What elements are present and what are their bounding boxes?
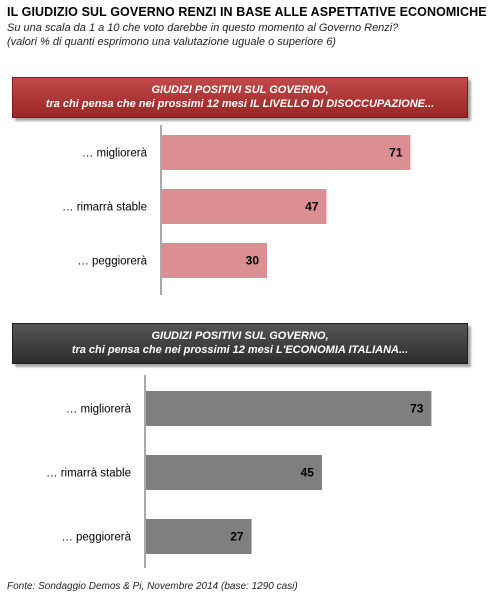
chart2-value-label-2: 27 [230,530,244,544]
question-text: Su una scala da 1 a 10 che voto darebbe … [7,22,399,34]
chart1-plot: … migliorerà 71 … rimarrà stable 47 … peggio… [62,125,411,295]
chart1-title-line2: tra chi pensa che nei prossimi 12 mesi I… [45,98,435,110]
chart2-value-label-0: 73 [410,402,424,416]
chart1-bar-1 [162,189,327,224]
chart2-category-label-1: … rimarrà stable [46,468,131,480]
question-note: (valori % di quanti esprimono una valuta… [7,36,336,48]
chart1-category-label-1: … rimarrà stable [62,202,147,214]
chart1-category-label-0: … migliorerà [82,148,148,160]
source-note: Fonte: Sondaggio Demos & Pi, Novembre 20… [7,581,298,592]
chart1-bar-2 [162,243,267,278]
chart2-plot: … migliorerà 73 … rimarrà stable 45 … peggio… [46,375,432,568]
chart2-category-label-0: … migliorerà [66,404,132,416]
chart1-title-line1: GIUDIZI POSITIVI SUL GOVERNO, [151,84,329,96]
chart2-category-label-2: … peggiorerà [61,532,131,544]
chart2-bar-1 [146,455,322,490]
chart2-value-label-1: 45 [301,466,315,480]
chart1-value-label-0: 71 [389,146,403,160]
chart2-banner: GIUDIZI POSITIVI SUL GOVERNO, tra chi pe… [12,323,468,364]
chart2-bar-2 [146,519,252,554]
chart2-title-line2: tra chi pensa che nei prossimi 12 mesi L… [71,344,409,356]
chart1-value-label-1: 47 [305,200,319,214]
chart1-banner: GIUDIZI POSITIVI SUL GOVERNO, tra chi pe… [12,77,468,118]
chart2-bar-0 [146,391,432,426]
chart1-category-label-2: … peggiorerà [77,256,147,268]
chart1-bar-0 [162,135,411,170]
chart1-value-label-2: 30 [246,254,260,268]
chart2-title-line1: GIUDIZI POSITIVI SUL GOVERNO, [151,330,329,342]
page-title: IL GIUDIZIO SUL GOVERNO RENZI IN BASE AL… [7,5,487,19]
